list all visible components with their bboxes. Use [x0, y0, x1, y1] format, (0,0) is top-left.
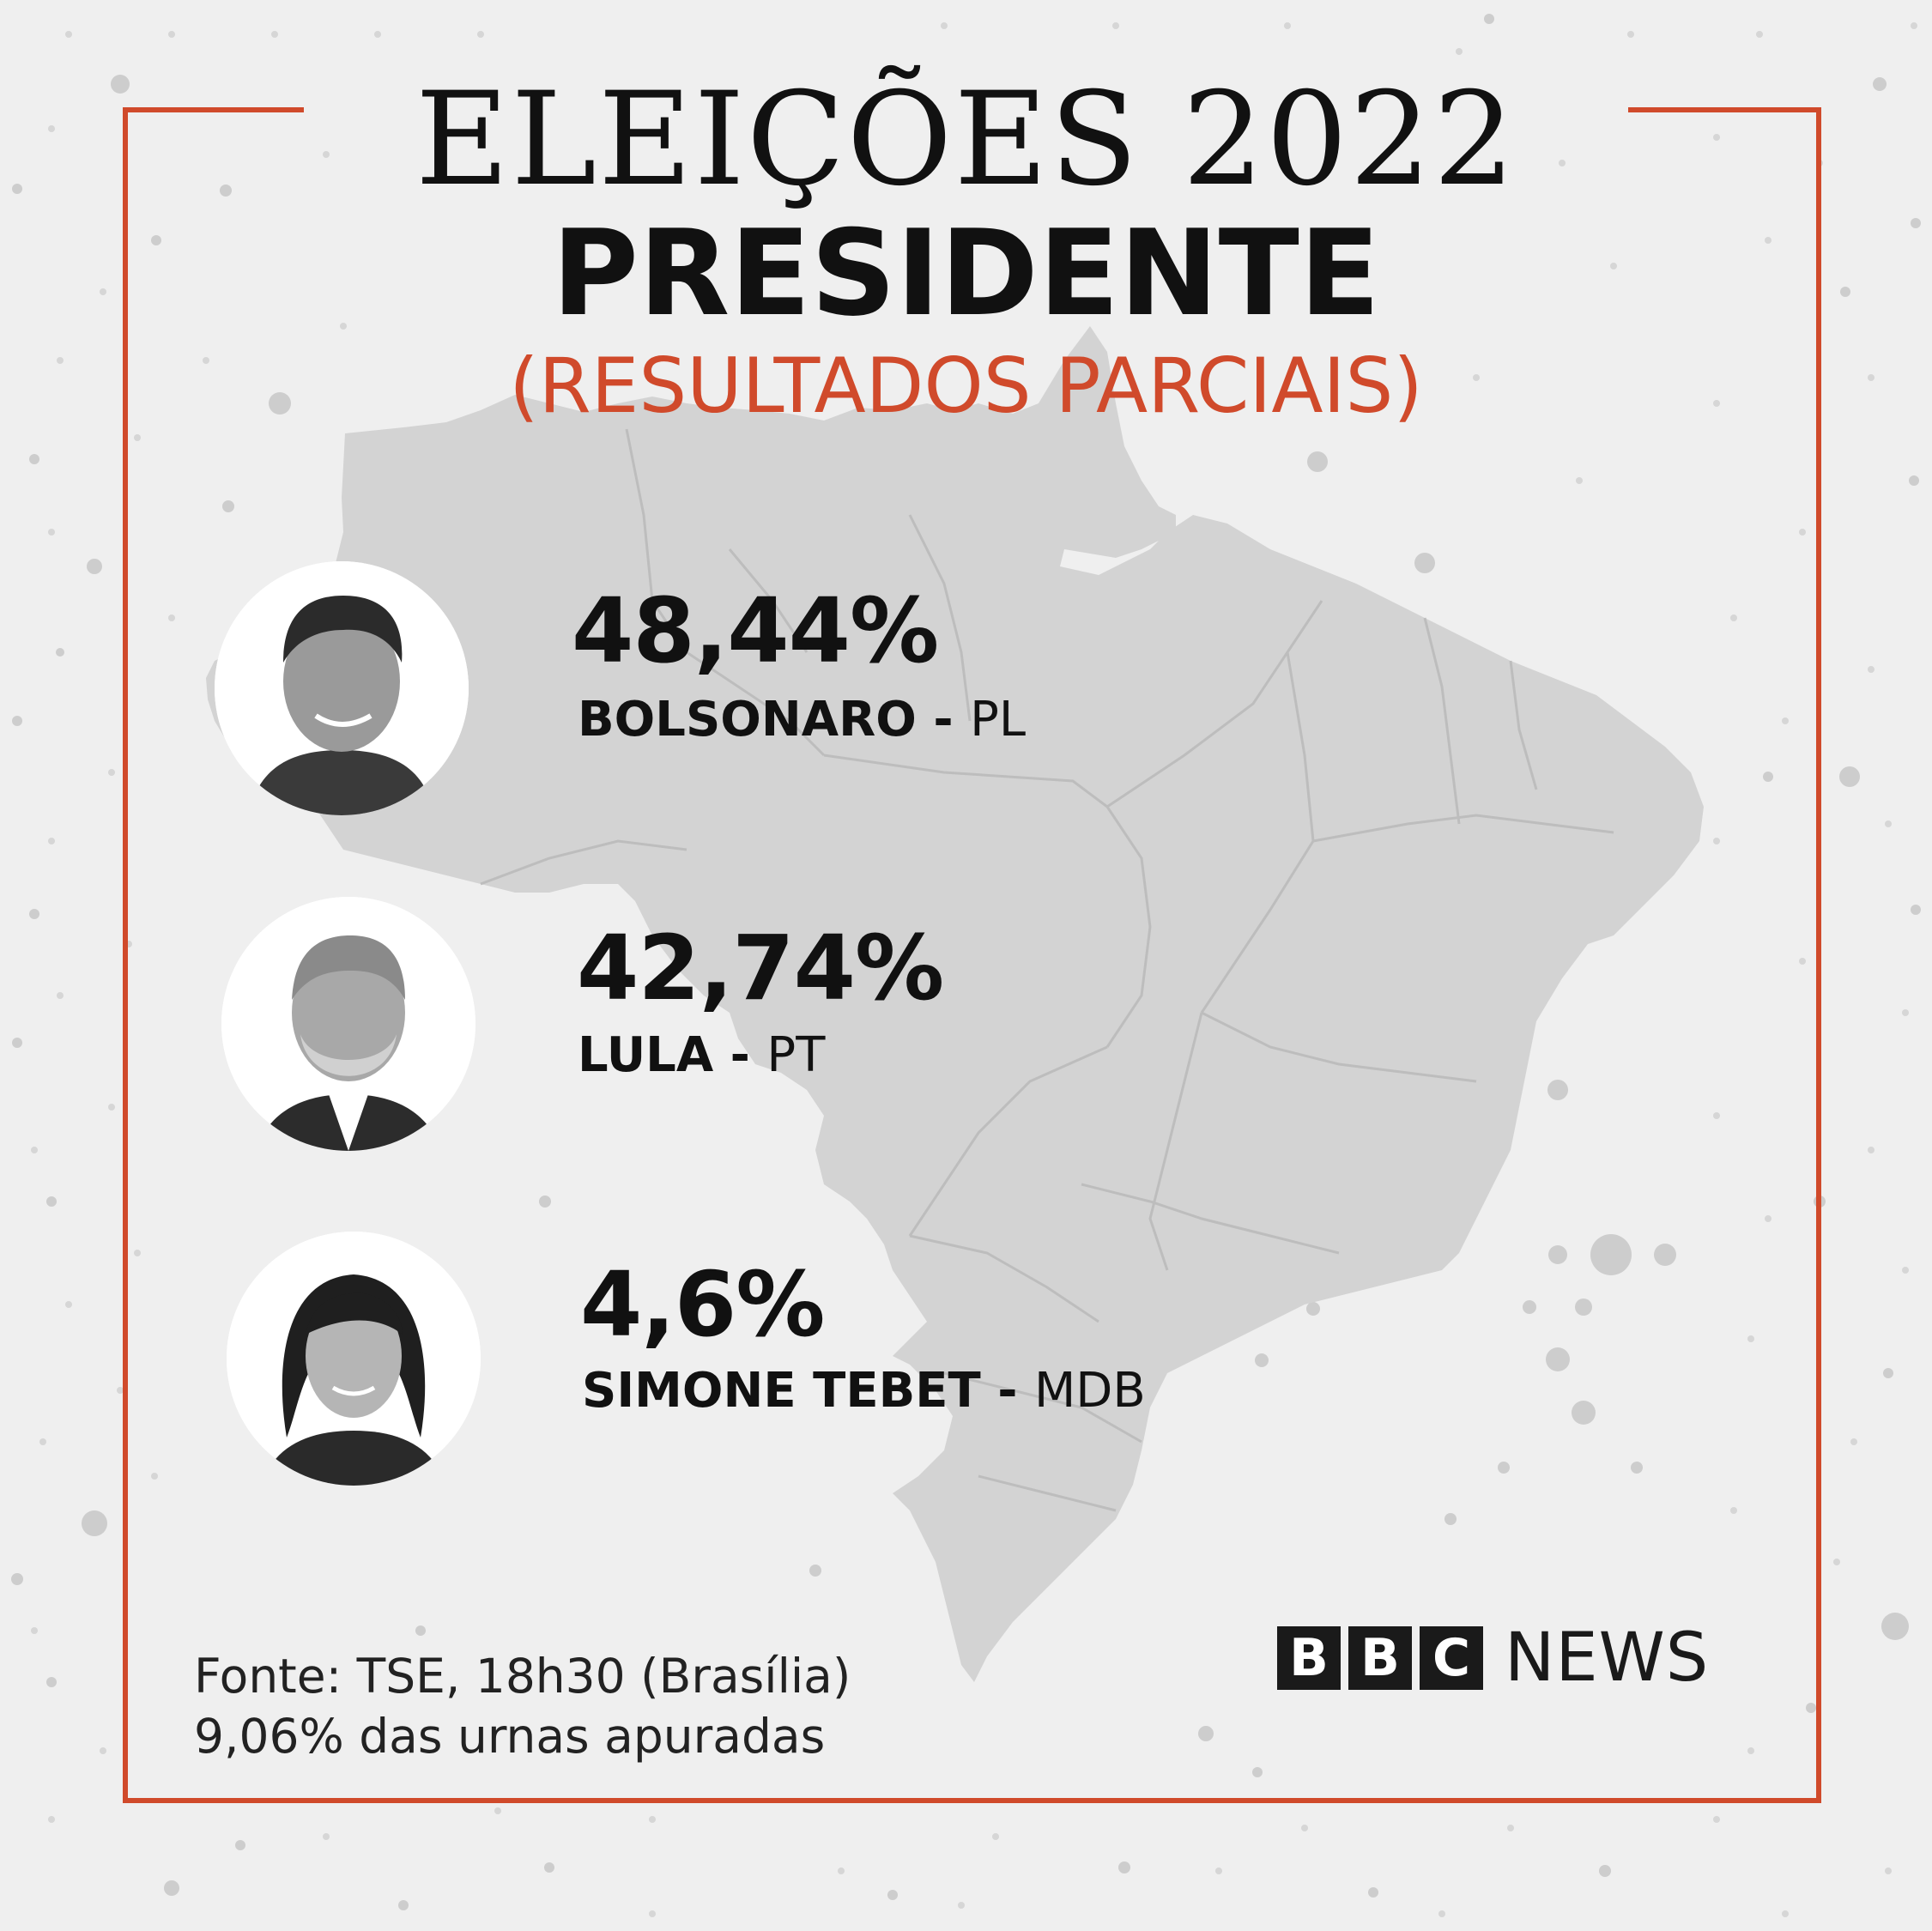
- candidate-percent-bolsonaro: 48,44%: [572, 578, 939, 683]
- candidate-name: BOLSONARO: [578, 692, 917, 748]
- logo-news-word: NEWS: [1505, 1619, 1710, 1697]
- logo-letter-box: B: [1348, 1626, 1412, 1690]
- candidate-photo-bolsonaro: [215, 561, 469, 815]
- candidate-photo-lula: [221, 897, 475, 1151]
- partial-results-subtitle: (RESULTADOS PARCIAIS): [509, 342, 1423, 430]
- candidate-photo-tebet: [227, 1232, 481, 1486]
- logo-letter-box: B: [1277, 1626, 1341, 1690]
- name-party-separator: -: [980, 1363, 1034, 1419]
- candidate-name: LULA: [578, 1027, 714, 1083]
- counted-ballots-text: 9,06% das urnas apuradas: [194, 1709, 826, 1764]
- candidate-name-line-lula: LULA - PT: [578, 1027, 825, 1084]
- candidate-party: PL: [970, 692, 1027, 748]
- election-title: ELEIÇÕES 2022: [415, 65, 1517, 215]
- candidate-party: MDB: [1033, 1363, 1146, 1419]
- candidate-party: PT: [766, 1027, 826, 1083]
- name-party-separator: -: [916, 692, 971, 748]
- source-footer: Fonte: TSE, 18h30 (Brasília) 9,06% das u…: [194, 1646, 851, 1766]
- candidate-percent-tebet: 4,6%: [580, 1252, 825, 1357]
- source-text: Fonte: TSE, 18h30 (Brasília): [194, 1649, 851, 1704]
- candidate-name: SIMONE TEBET: [582, 1363, 981, 1419]
- candidate-name-line-tebet: SIMONE TEBET - MDB: [582, 1363, 1146, 1419]
- logo-letter-box: C: [1420, 1626, 1483, 1690]
- bbc-news-logo: B B C NEWS: [1277, 1619, 1710, 1697]
- candidate-name-line-bolsonaro: BOLSONARO - PL: [578, 692, 1026, 748]
- office-title: PRESIDENTE: [551, 204, 1381, 342]
- name-party-separator: -: [713, 1027, 767, 1083]
- candidate-percent-lula: 42,74%: [577, 916, 944, 1020]
